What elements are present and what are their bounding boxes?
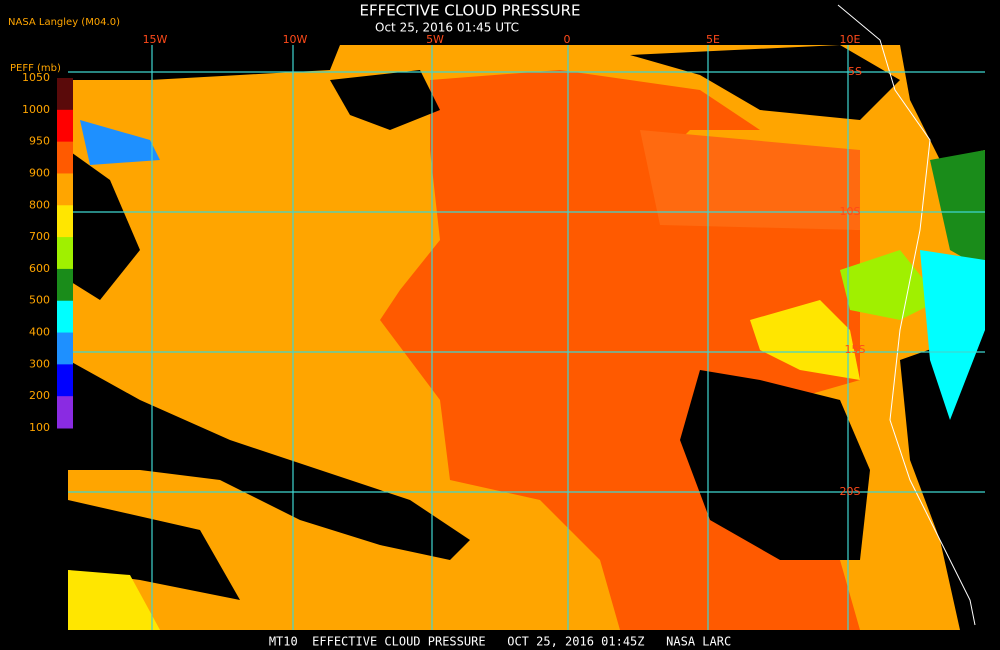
lon-label: 10E	[840, 33, 861, 46]
legend-tick-label: 600	[29, 262, 50, 275]
legend-tick-label: 100	[29, 421, 50, 434]
legend-tick-label: 200	[29, 389, 50, 402]
legend-swatch	[57, 141, 73, 174]
legend-tick-label: 900	[29, 166, 50, 179]
legend-swatch	[57, 205, 73, 238]
clear-sky	[330, 70, 440, 130]
lat-label: 15S	[845, 343, 866, 356]
clear-sky	[900, 330, 985, 630]
legend: 1050 1000 950 900 800 700 600 500 400 300 200 100	[22, 71, 73, 434]
legend-tick-label: 700	[29, 230, 50, 243]
high-cloud	[80, 120, 160, 165]
legend-tick-label: 300	[29, 357, 50, 370]
legend-swatch	[57, 268, 73, 302]
legend-swatch	[57, 173, 73, 206]
legend-tick-label: 1000	[22, 103, 50, 116]
legend-tick-label: 950	[29, 135, 50, 148]
clear-sky	[68, 150, 140, 300]
clear-sky	[900, 45, 985, 160]
lat-label: 20S	[840, 485, 861, 498]
coastline	[837, 4, 976, 626]
legend-swatch	[57, 332, 73, 365]
lat-label: 5S	[848, 65, 862, 78]
graticule	[68, 45, 985, 630]
high-cloud	[840, 250, 940, 320]
title: EFFECTIVE CLOUD PRESSURE	[359, 2, 580, 20]
lon-label: 15W	[143, 33, 168, 46]
lon-label: 5E	[706, 33, 720, 46]
legend-tick-label: 1050	[22, 71, 50, 84]
lon-label: 10W	[283, 33, 308, 46]
legend-swatch	[57, 396, 73, 429]
legend-swatch	[57, 300, 73, 334]
legend-swatch	[57, 78, 73, 111]
lat-label: 10S	[840, 205, 861, 218]
high-cloud	[68, 570, 160, 630]
clear-sky	[630, 45, 900, 120]
legend-title: PEFF (mb)	[10, 63, 61, 74]
source: NASA Langley (M04.0)	[8, 17, 120, 28]
low-cloud	[640, 130, 860, 230]
high-cloud	[930, 150, 985, 270]
subtitle: Oct 25, 2016 01:45 UTC	[375, 21, 519, 35]
lat-labels: 5S 10S 15S 20S	[840, 65, 866, 498]
lon-labels: 15W 10W 5W 0 5E 10E	[143, 33, 861, 46]
legend-tick-label: 500	[29, 294, 50, 307]
high-cloud	[920, 250, 985, 420]
cloud-field	[68, 4, 985, 630]
legend-swatch	[57, 109, 73, 143]
high-cloud	[750, 300, 860, 380]
legend-tick-label: 400	[29, 326, 50, 339]
lon-label: 0	[564, 33, 571, 46]
clear-sky	[68, 45, 340, 80]
legend-swatch	[57, 237, 73, 270]
clear-sky	[680, 370, 870, 560]
lon-label: 5W	[426, 33, 444, 46]
legend-tick-label: 800	[29, 198, 50, 211]
clear-sky	[68, 360, 470, 560]
legend-swatch	[57, 364, 73, 397]
footer: MT10 EFFECTIVE CLOUD PRESSURE OCT 25, 20…	[269, 635, 731, 649]
